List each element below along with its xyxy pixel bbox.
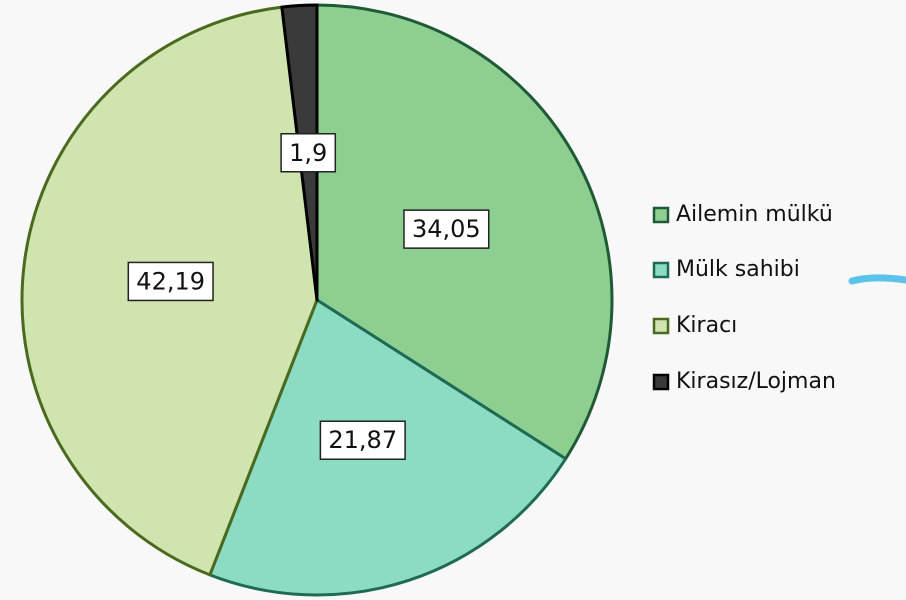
legend-swatch [652,317,670,335]
data-label: 21,87 [328,426,397,454]
data-label: 1,9 [289,139,327,167]
data-label-box [127,261,214,302]
legend-label: Ailemin mülkü [676,202,833,227]
legend-label: Kirasız/Lojman [676,369,836,394]
data-label-box [280,133,337,173]
legend-swatch [652,206,670,224]
legend-label: Kiracı [676,313,737,338]
legend-swatch [652,373,670,391]
data-label: 42,19 [136,267,205,295]
data-label-box [319,420,406,460]
pen-stroke [848,274,906,285]
legend-swatch [652,261,670,279]
data-label-group: 42,19 [127,261,214,302]
data-label-group: 21,87 [319,420,406,460]
legend-label: Mülk sahibi [676,257,800,282]
data-label-group: 34,05 [403,209,490,249]
data-label: 34,05 [412,215,481,243]
data-label-box [403,209,490,249]
data-label-group: 1,9 [280,133,337,173]
